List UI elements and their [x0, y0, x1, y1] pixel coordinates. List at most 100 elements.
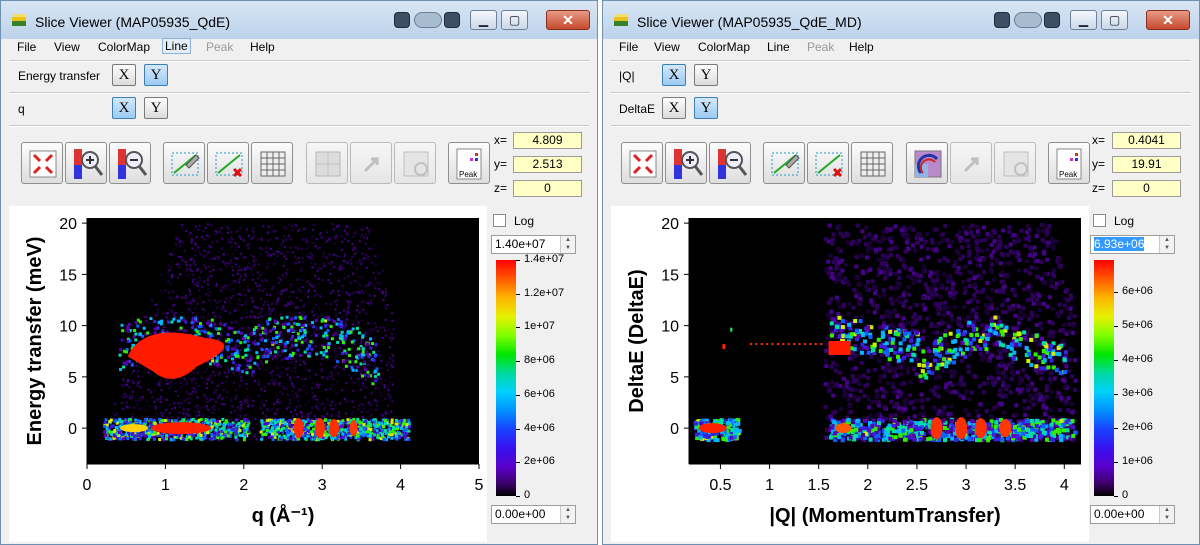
grid-button[interactable]	[851, 142, 893, 184]
title-bar[interactable]: Slice Viewer (MAP05935_QdE) ▁ ▢ ✕	[1, 1, 597, 39]
intensity-pixel	[144, 367, 147, 370]
divider	[611, 125, 1191, 127]
close-button[interactable]: ✕	[546, 10, 590, 30]
menu-help[interactable]: Help	[250, 40, 275, 54]
dim-x-button[interactable]: X	[112, 97, 136, 119]
dim-y-button[interactable]: Y	[144, 97, 168, 119]
intensity-pixel	[217, 331, 221, 335]
intensity-pixel	[943, 336, 948, 341]
zoom-out-button[interactable]	[109, 142, 151, 184]
intensity-pixel	[291, 433, 295, 437]
grid-button[interactable]	[251, 142, 293, 184]
clear-line-button[interactable]	[807, 142, 849, 184]
zoom-in-button[interactable]	[65, 142, 107, 184]
peak-button[interactable]: Peak	[448, 142, 490, 184]
coord-x-label: x=	[494, 133, 508, 147]
intensity-pixel	[228, 417, 231, 420]
intensity-pixel	[195, 281, 198, 284]
pan-button[interactable]	[950, 142, 992, 184]
intensity-pixel	[313, 415, 316, 418]
dim-y-button[interactable]: Y	[694, 64, 718, 86]
refresh-button[interactable]	[994, 142, 1036, 184]
intensity-pixel	[1009, 364, 1014, 369]
intensity-pixel	[295, 322, 299, 326]
title-bar[interactable]: Slice Viewer (MAP05935_QdE_MD) ▁ ▢ ✕	[603, 1, 1199, 39]
menu-line[interactable]: Line	[162, 38, 191, 54]
intensity-pixel	[385, 363, 388, 366]
help-context-icon[interactable]	[994, 12, 1010, 28]
dim-x-button[interactable]: X	[112, 64, 136, 86]
menu-view[interactable]: View	[654, 40, 680, 54]
menu-help[interactable]: Help	[849, 40, 874, 54]
link-icon[interactable]	[414, 12, 442, 28]
maximize-button[interactable]: ▢	[501, 10, 528, 30]
minimize-button[interactable]: ▁	[1070, 10, 1097, 30]
close-button[interactable]: ✕	[1146, 10, 1190, 30]
spin-arrows[interactable]: ▲ ▼	[560, 236, 575, 253]
peak-button[interactable]: Peak	[1048, 142, 1090, 184]
intensity-pixel	[335, 393, 338, 396]
zoom-fit-button[interactable]	[621, 142, 663, 184]
intensity-pixel	[1023, 412, 1028, 417]
color-max-spinbox[interactable]: 1.40e+07 ▲ ▼	[491, 235, 576, 254]
intensity-pixel	[124, 435, 127, 438]
line-tool-button[interactable]	[763, 142, 805, 184]
intensity-pixel	[230, 351, 233, 354]
menu-peak[interactable]: Peak	[807, 40, 835, 54]
intensity-pixel	[297, 229, 300, 232]
dim-y-button[interactable]: Y	[144, 64, 168, 86]
intensity-pixel	[182, 383, 185, 386]
dim-x-button[interactable]: X	[662, 64, 686, 86]
refresh-button[interactable]	[394, 142, 436, 184]
menu-colormap[interactable]: ColorMap	[698, 40, 751, 54]
intensity-pixel	[187, 418, 191, 422]
intensity-pixel	[338, 336, 342, 340]
dim-x-button[interactable]: X	[662, 97, 686, 119]
zoom-in-button[interactable]	[665, 142, 707, 184]
line-tool-button[interactable]	[163, 142, 205, 184]
intensity-pixel	[141, 395, 144, 398]
menu-colormap[interactable]: ColorMap	[98, 40, 151, 54]
link-icon[interactable]	[1014, 12, 1042, 28]
menu-peak[interactable]: Peak	[206, 40, 234, 54]
intensity-pixel	[315, 312, 318, 315]
intensity-pixel	[866, 309, 871, 314]
intensity-pixel	[288, 429, 292, 433]
intensity-pixel	[910, 243, 915, 248]
intensity-pixel	[291, 328, 295, 332]
pan-button[interactable]	[350, 142, 392, 184]
log-checkbox[interactable]	[493, 214, 506, 227]
intensity-pixel	[275, 366, 278, 369]
rebin-button[interactable]	[306, 142, 348, 184]
menu-file[interactable]: File	[17, 40, 37, 54]
dim-y-button[interactable]: Y	[694, 97, 718, 119]
minimize-button[interactable]: ▁	[470, 10, 497, 30]
intensity-pixel	[194, 382, 197, 385]
intensity-pixel	[290, 369, 293, 372]
intensity-pixel	[854, 241, 859, 246]
clear-line-button[interactable]	[207, 142, 249, 184]
intensity-pixel	[382, 437, 386, 441]
rebin-button[interactable]	[906, 142, 948, 184]
maximize-button[interactable]: ▢	[1101, 10, 1128, 30]
intensity-pixel	[195, 436, 199, 440]
intensity-pixel	[324, 241, 327, 244]
spin-arrows[interactable]: ▲ ▼	[560, 506, 575, 523]
help-context-icon[interactable]	[394, 12, 410, 28]
help-context-icon[interactable]	[1044, 12, 1060, 28]
intensity-pixel	[354, 252, 357, 255]
zoom-out-button[interactable]	[709, 142, 751, 184]
menu-line[interactable]: Line	[767, 40, 790, 54]
menu-file[interactable]: File	[619, 40, 639, 54]
intensity-pixel	[179, 273, 182, 276]
zoom-fit-button[interactable]	[21, 142, 63, 184]
menu-view[interactable]: View	[54, 40, 80, 54]
help-context-icon[interactable]	[444, 12, 460, 28]
intensity-pixel	[830, 326, 835, 331]
intensity-pixel	[266, 262, 269, 265]
intensity-pixel	[388, 337, 391, 340]
intensity-pixel	[347, 240, 350, 243]
color-min-spinbox[interactable]: 0.00e+00 ▲ ▼	[491, 505, 576, 524]
